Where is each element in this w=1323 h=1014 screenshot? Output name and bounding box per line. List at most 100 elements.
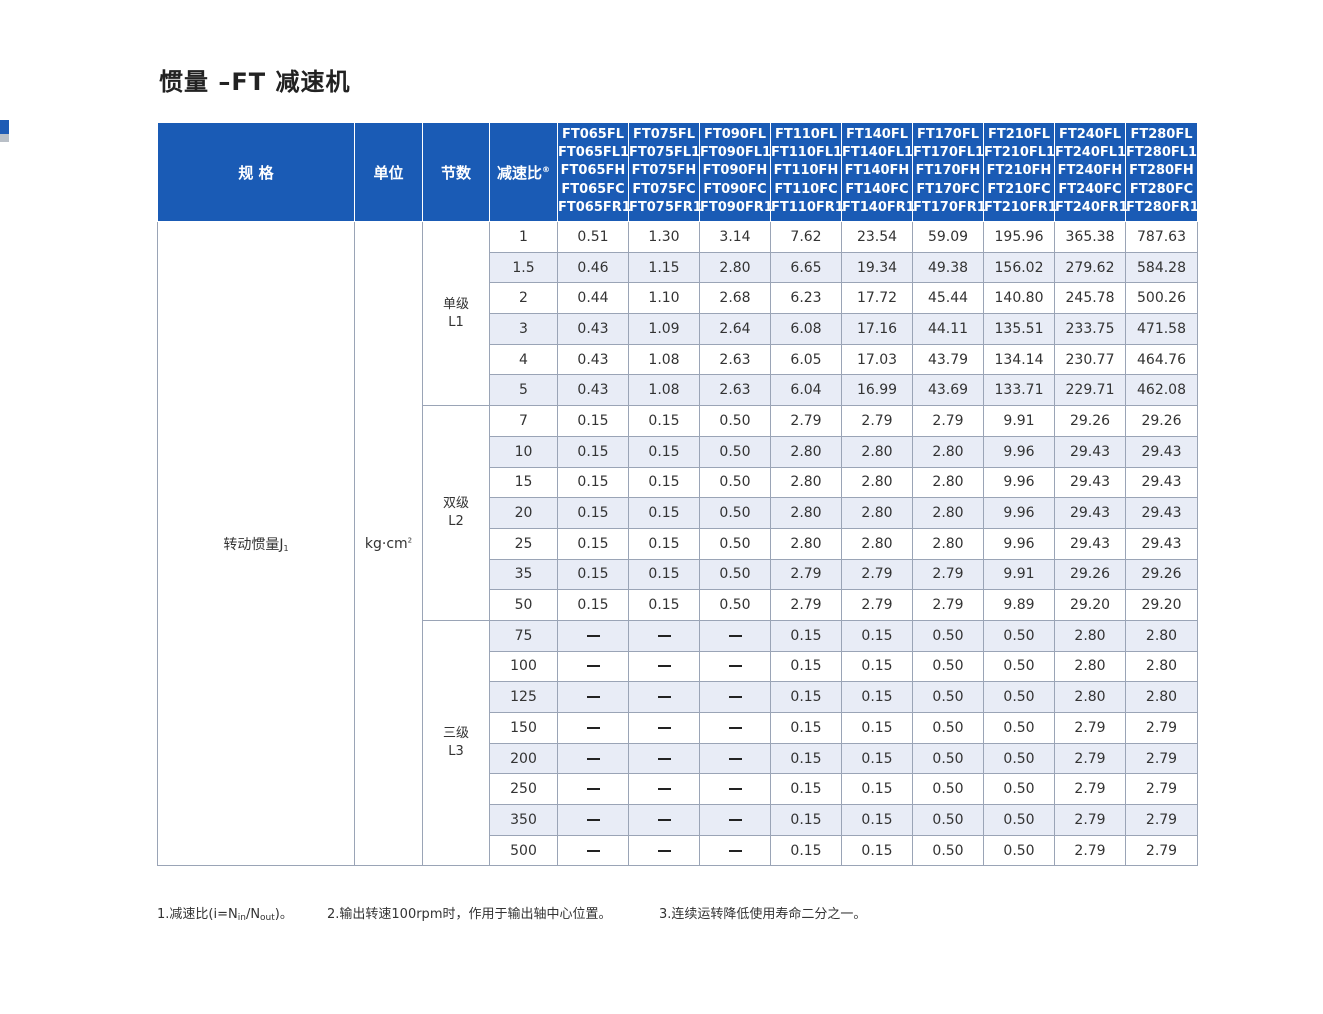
model-name: FT170FL1 (913, 145, 985, 161)
table-row: 15 0.15 0.15 0.50 2.80 2.80 2.80 9.96 29.43 29.43 (158, 466, 1198, 499)
dash-mark (586, 634, 600, 637)
value-cell: 2.80 (841, 466, 913, 499)
value-cell: 2.80 (1054, 619, 1126, 652)
model-name: FT170FH (915, 163, 981, 179)
footnote-1-suffix: )。 (274, 907, 293, 922)
value-cell-empty (557, 742, 629, 775)
value-cell: 156.02 (983, 251, 1055, 284)
value-cell: 0.15 (841, 712, 913, 744)
value-cell: 0.51 (557, 221, 629, 253)
model-name: FT280FC (1129, 181, 1194, 197)
header-model-col: FT075FL FT075FL1 FT075FH FT075FC FT075FR1 (628, 121, 702, 223)
value-cell: 2.79 (1125, 773, 1198, 806)
value-cell: 0.50 (699, 558, 771, 591)
header-model-col: FT170FL FT170FL1 FT170FH FT170FC FT170FR1 (912, 121, 986, 223)
model-name: FT110FL1 (771, 145, 843, 161)
value-cell: 500.26 (1125, 282, 1198, 315)
value-cell-empty (699, 834, 771, 867)
stage-name: 双级 (442, 496, 469, 512)
dash-mark (728, 849, 742, 852)
unit-label: kg·cm (364, 535, 408, 552)
value-cell: 2.79 (841, 558, 913, 591)
value-cell: 29.43 (1054, 435, 1126, 468)
ratio-cell: 100 (489, 650, 558, 683)
side-accent-mark-gray (0, 134, 9, 142)
dash-mark (586, 818, 600, 821)
stage-name: 三级 (442, 726, 469, 742)
model-name: FT210FL1 (984, 145, 1056, 161)
ratio-cell: 1.5 (489, 251, 558, 284)
value-cell: 2.80 (699, 251, 771, 284)
footnotes: 1.减速比(i=Nin/Nout)。 2.输出转速100rpm时，作用于输出轴中… (157, 903, 866, 923)
value-cell: 2.79 (912, 405, 984, 437)
value-cell: 2.80 (770, 527, 842, 560)
footnote-1-out: out (260, 913, 275, 923)
header-model-col: FT110FL FT110FL1 FT110FH FT110FC FT110FR1 (770, 121, 844, 223)
value-cell-empty (628, 712, 700, 744)
value-cell: 19.34 (841, 251, 913, 284)
stage-cell: 双级 L2 (422, 405, 490, 621)
value-cell: 6.08 (770, 313, 842, 345)
dash-mark (728, 665, 742, 668)
value-cell: 0.50 (983, 619, 1055, 652)
model-name: FT140FC (845, 181, 909, 197)
value-cell: 1.09 (628, 313, 700, 345)
stage-code: L2 (448, 514, 464, 530)
value-cell: 17.72 (841, 282, 913, 315)
value-cell: 0.15 (628, 466, 700, 499)
value-cell: 0.50 (983, 804, 1055, 836)
value-cell: 365.38 (1054, 221, 1126, 253)
value-cell: 0.15 (841, 619, 913, 652)
table-row: 1.5 0.46 1.15 2.80 6.65 19.34 49.38 156.02 279.6… (158, 251, 1198, 284)
value-cell: 0.15 (557, 589, 629, 621)
value-cell: 29.20 (1125, 589, 1198, 621)
model-name: FT110FL (774, 127, 838, 142)
value-cell: 43.69 (912, 374, 984, 407)
value-cell: 9.96 (983, 435, 1055, 468)
value-cell: 2.80 (912, 497, 984, 529)
model-name: FT170FC (916, 181, 980, 197)
value-cell: 195.96 (983, 221, 1055, 253)
ratio-cell: 4 (489, 343, 558, 376)
value-cell: 2.79 (1054, 804, 1126, 836)
value-cell-empty (628, 773, 700, 806)
value-cell: 584.28 (1125, 251, 1198, 284)
value-cell: 17.03 (841, 343, 913, 376)
dash-mark (657, 726, 671, 729)
value-cell: 0.50 (983, 773, 1055, 806)
value-cell: 9.91 (983, 558, 1055, 591)
value-cell: 0.15 (557, 527, 629, 560)
value-cell: 2.80 (1125, 619, 1198, 652)
value-cell: 9.91 (983, 405, 1055, 437)
dash-mark (728, 696, 742, 699)
value-cell: 0.50 (912, 681, 984, 714)
value-cell: 0.50 (912, 712, 984, 744)
value-cell: 59.09 (912, 221, 984, 253)
value-cell: 2.80 (841, 435, 913, 468)
ratio-cell: 3 (489, 313, 558, 345)
value-cell: 2.79 (1125, 804, 1198, 836)
spec-cell: 转动惯量J1 (157, 221, 355, 867)
value-cell: 9.96 (983, 527, 1055, 560)
value-cell: 0.15 (557, 435, 629, 468)
value-cell: 2.79 (912, 558, 984, 591)
value-cell: 6.23 (770, 282, 842, 315)
value-cell: 464.76 (1125, 343, 1198, 376)
value-cell: 0.15 (770, 773, 842, 806)
dash-mark (728, 818, 742, 821)
value-cell: 1.08 (628, 343, 700, 376)
value-cell-empty (699, 773, 771, 806)
ratio-cell: 200 (489, 742, 558, 775)
dash-mark (728, 726, 742, 729)
value-cell: 2.80 (912, 527, 984, 560)
value-cell: 2.79 (770, 589, 842, 621)
value-cell: 0.15 (841, 834, 913, 867)
value-cell-empty (557, 834, 629, 867)
value-cell: 279.62 (1054, 251, 1126, 284)
value-cell: 0.15 (770, 834, 842, 867)
model-name: FT110FR1 (771, 199, 844, 215)
value-cell: 0.15 (841, 773, 913, 806)
value-cell: 2.80 (1125, 681, 1198, 714)
spec-label: 转动惯量J (223, 536, 284, 553)
footnote-1: 1.减速比(i=Nin/Nout)。 (157, 903, 327, 923)
